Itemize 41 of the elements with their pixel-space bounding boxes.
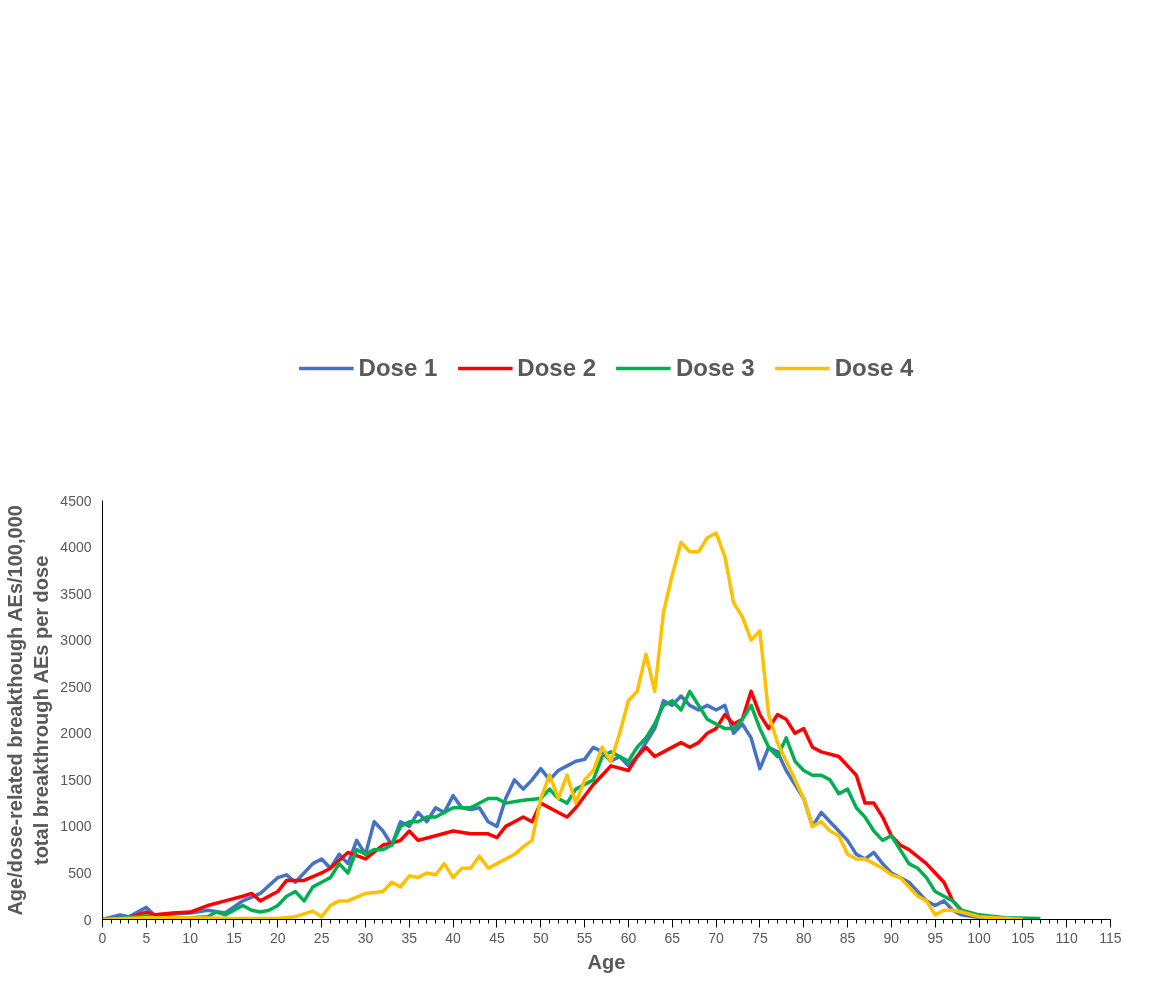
x-tick-label: 115 xyxy=(1099,929,1122,946)
y-axis-title: Age/dose-related breakthough AEs/100,000 total breakthrough AEs per dose xyxy=(3,505,53,916)
x-tick-label: 45 xyxy=(489,929,505,946)
line-series xyxy=(102,531,1025,920)
x-tick-label: 40 xyxy=(445,929,462,946)
x-tick-label: 0 xyxy=(98,929,107,946)
x-tick-label: 65 xyxy=(664,929,681,946)
x-tick-label: 95 xyxy=(927,929,944,946)
x-tick-label: 100 xyxy=(967,929,991,946)
y-tick-label: 3000 xyxy=(60,632,92,649)
legend-label: Dose 1 xyxy=(358,354,438,382)
y-tick-label: 0 xyxy=(83,911,92,928)
legend-label: Dose 4 xyxy=(834,354,914,382)
x-tick-label: 75 xyxy=(752,929,768,946)
y-tick-label: 4000 xyxy=(60,539,92,556)
x-tick-label: 55 xyxy=(576,929,593,946)
x-tick-label: 30 xyxy=(357,929,374,946)
x-tick-label: 20 xyxy=(270,929,286,946)
legend-label: Dose 3 xyxy=(676,354,755,382)
x-tick-label: 105 xyxy=(1011,929,1035,946)
legend-label: Dose 2 xyxy=(517,354,596,382)
y-tick-label: 2000 xyxy=(60,725,92,742)
y-tick-label: 3500 xyxy=(60,585,92,602)
y-tick-label: 4500 xyxy=(60,492,92,509)
x-tick-label: 35 xyxy=(401,929,418,946)
x-tick-label: 5 xyxy=(142,929,151,946)
y-tick-label: 1500 xyxy=(60,771,92,788)
x-tick-label: 90 xyxy=(883,929,900,946)
x-tick-label: 80 xyxy=(795,929,812,946)
x-tick-label: 110 xyxy=(1055,929,1079,946)
x-tick-label: 10 xyxy=(182,929,199,946)
y-tick-label: 500 xyxy=(68,864,92,881)
x-tick-label: 50 xyxy=(532,929,549,946)
x-tick-label: 15 xyxy=(226,929,242,946)
x-tick-label: 25 xyxy=(313,929,330,946)
x-tick-label: 85 xyxy=(839,929,856,946)
x-tick-label: 60 xyxy=(620,929,637,946)
y-tick-label: 1000 xyxy=(60,818,92,835)
x-tick-label: 70 xyxy=(708,929,725,946)
y-tick-label: 2500 xyxy=(60,678,92,695)
x-axis-title: Age xyxy=(587,950,626,973)
